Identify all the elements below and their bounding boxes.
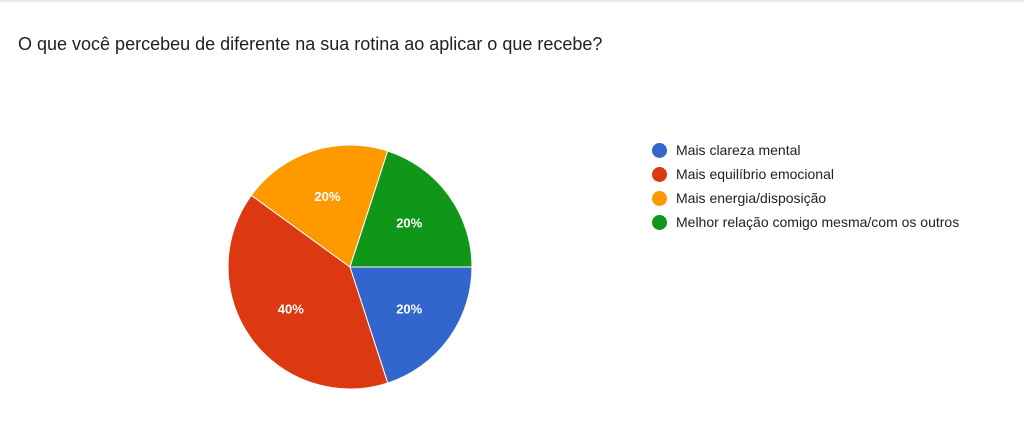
legend-label: Mais equilíbrio emocional xyxy=(676,166,834,182)
legend-label: Mais energia/disposição xyxy=(676,190,827,206)
legend-swatch xyxy=(652,167,667,182)
legend-label: Melhor relação comigo mesma/com os outro… xyxy=(676,214,960,230)
legend-swatch xyxy=(652,191,667,206)
pie-slice xyxy=(227,194,389,390)
legend-item: Mais equilíbrio emocional xyxy=(652,166,972,183)
pie-slice xyxy=(349,266,473,384)
slice-label: 20% xyxy=(314,189,340,204)
chart-title: O que você percebeu de diferente na sua … xyxy=(18,34,603,54)
legend-label: Mais clareza mental xyxy=(676,142,801,158)
pie-slice xyxy=(349,150,473,268)
pie-slice xyxy=(250,144,389,268)
legend-swatch xyxy=(652,215,667,230)
legend-item: Melhor relação comigo mesma/com os outro… xyxy=(652,214,972,231)
slice-label: 40% xyxy=(278,301,304,316)
slice-label: 20% xyxy=(396,215,422,230)
legend-swatch xyxy=(652,143,667,158)
slice-label: 20% xyxy=(396,301,422,316)
legend-item: Mais energia/disposição xyxy=(652,190,972,207)
legend: Mais clareza mental Mais equilíbrio emoci… xyxy=(652,142,972,238)
legend-item: Mais clareza mental xyxy=(652,142,972,159)
